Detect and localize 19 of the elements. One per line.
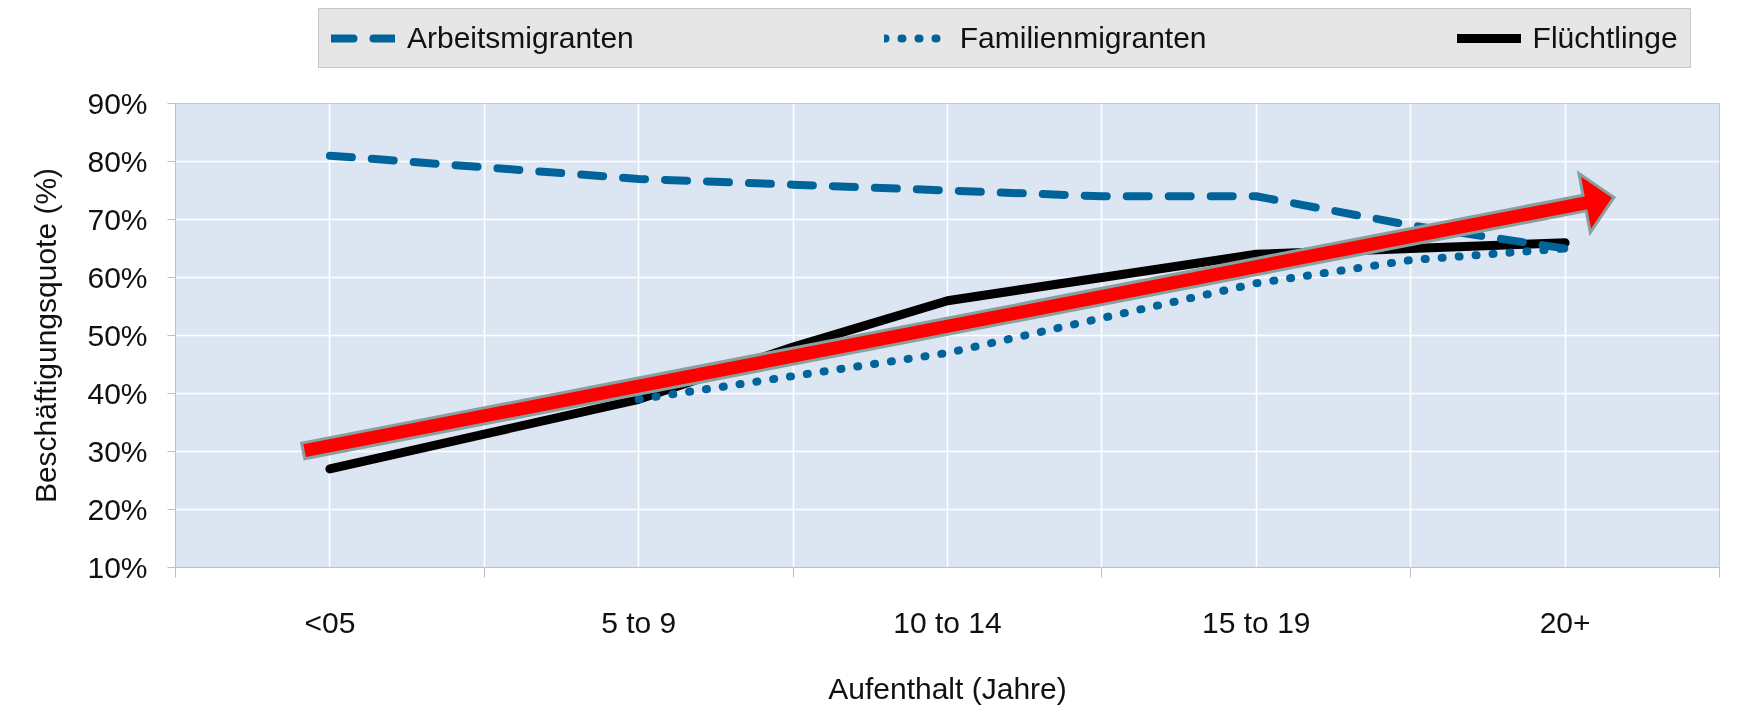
x-tick-label: 5 to 9: [601, 605, 677, 639]
x-tick-label: 20+: [1539, 605, 1591, 639]
x-tick-label: 10 to 14: [893, 605, 1002, 639]
y-tick-label: 50%: [87, 319, 148, 352]
x-axis-title: Aufenthalt (Jahre): [828, 671, 1067, 705]
legend-label: Familienmigranten: [959, 21, 1207, 55]
legend-label: Flüchtlinge: [1532, 21, 1678, 55]
y-axis-title: Beschäftigungsquote (%): [29, 167, 63, 504]
x-tick-label: 15 to 19: [1202, 605, 1311, 639]
legend-label: Arbeitsmigranten: [407, 21, 634, 55]
y-tick-label: 30%: [87, 435, 148, 468]
y-tick-label: 70%: [87, 203, 148, 236]
y-tick-label: 80%: [87, 145, 148, 178]
y-tick-label: 20%: [87, 493, 148, 526]
x-tick-label: <05: [304, 605, 356, 639]
y-tick-label: 40%: [87, 377, 148, 410]
y-tick-label: 60%: [87, 261, 148, 294]
y-tick-label: 90%: [87, 87, 148, 120]
y-tick-label: 10%: [87, 551, 148, 584]
